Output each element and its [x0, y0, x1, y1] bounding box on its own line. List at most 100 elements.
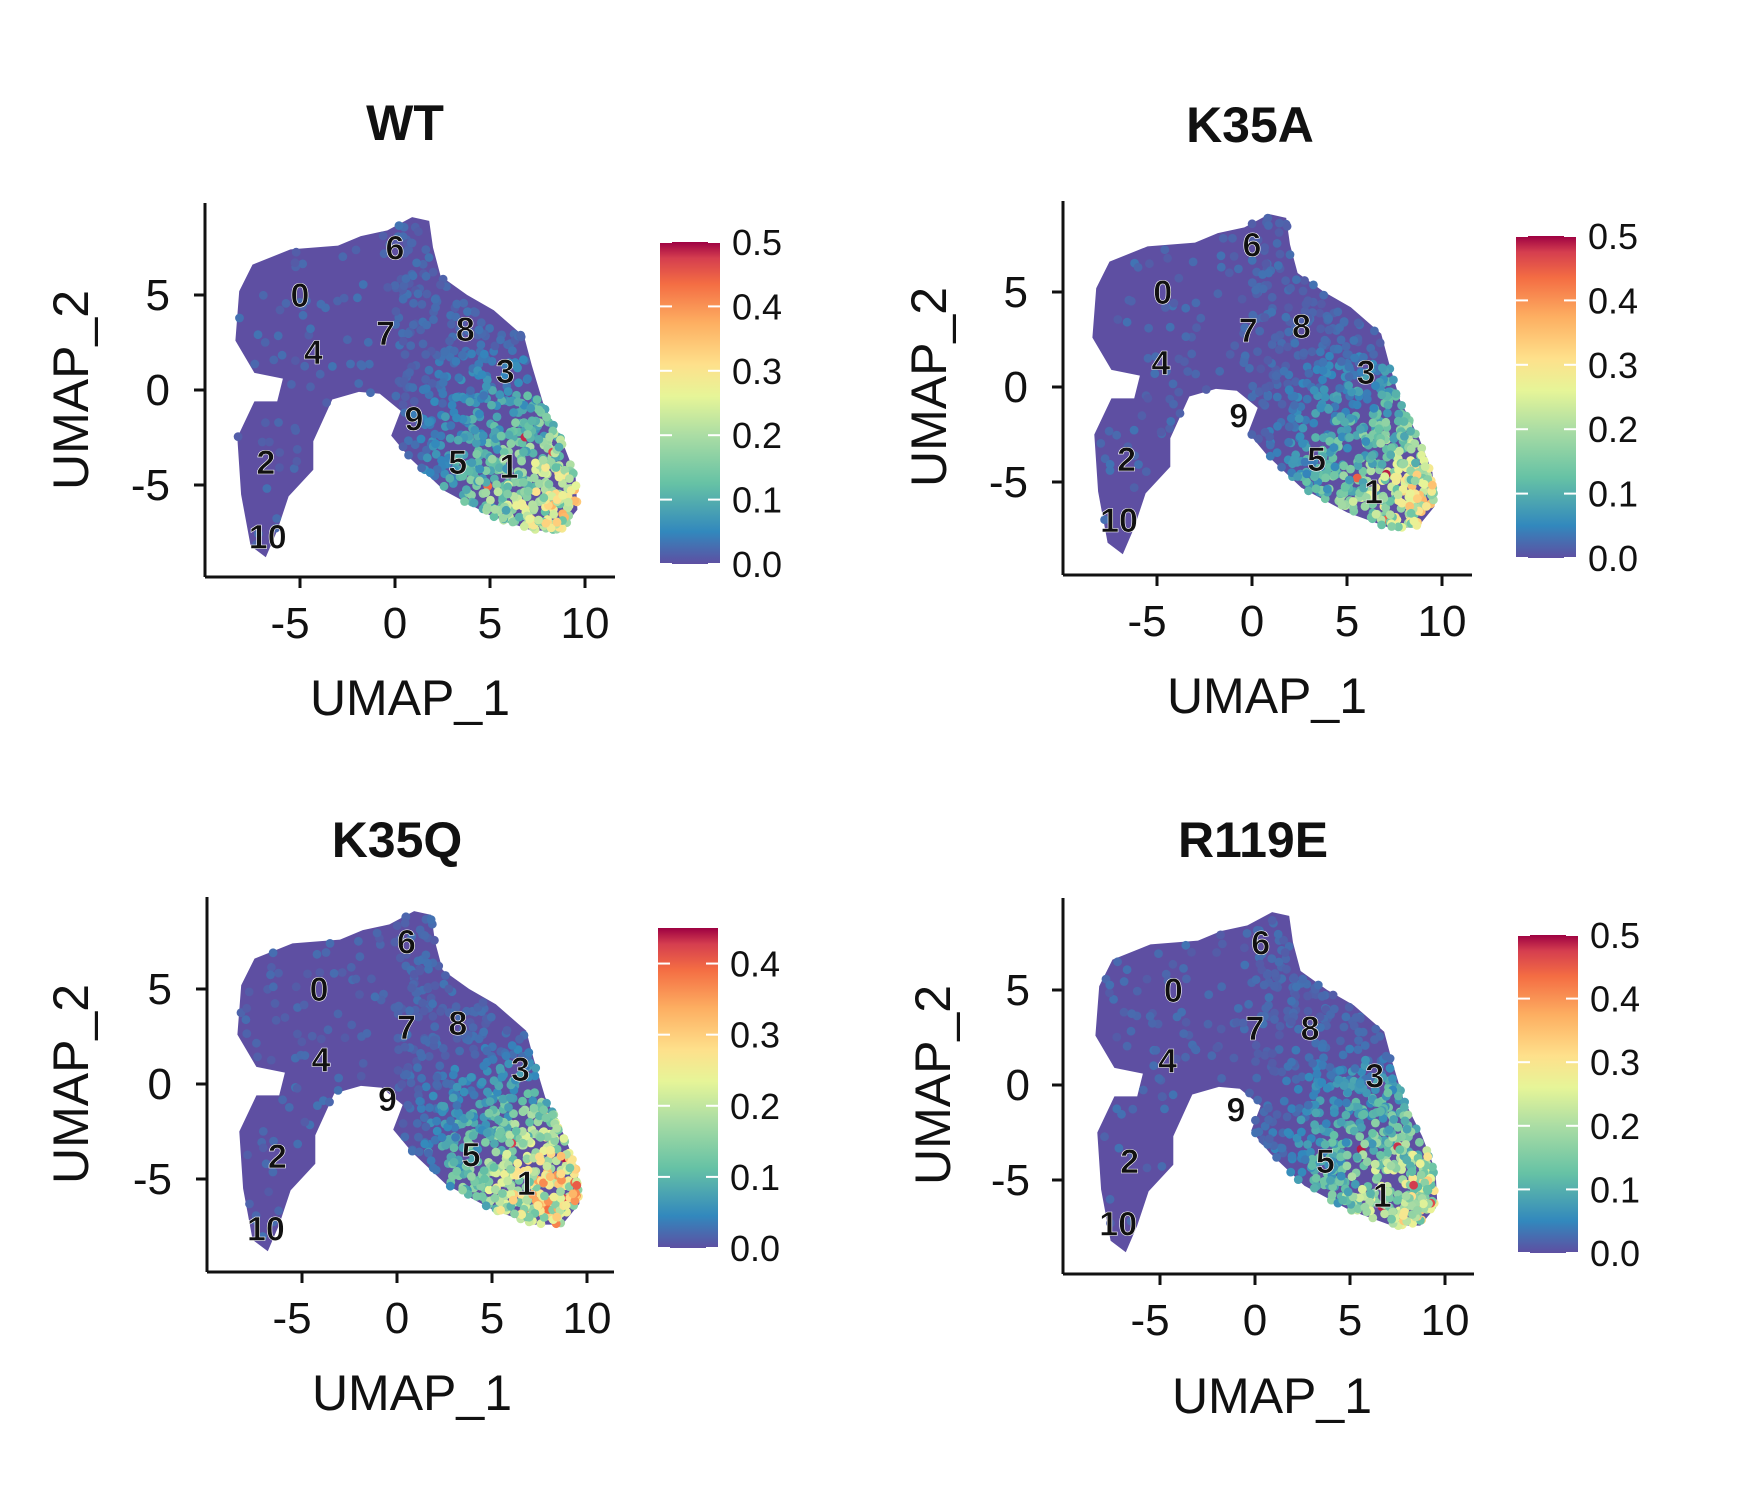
cell-point: [1279, 1096, 1289, 1106]
cell-point: [1383, 400, 1393, 410]
cell-point: [407, 238, 417, 248]
cell-point: [519, 522, 529, 531]
cell-point: [415, 966, 425, 976]
cell-point: [428, 1163, 438, 1173]
cell-point: [513, 1158, 523, 1168]
cell-point: [523, 486, 533, 496]
cell-point: [1285, 386, 1294, 395]
cell-point: [558, 490, 568, 500]
cell-point: [1247, 256, 1257, 265]
cell-point: [1371, 381, 1380, 391]
cell-point: [469, 1090, 479, 1100]
cell-point: [1377, 390, 1387, 400]
cell-point: [1130, 451, 1139, 460]
cell-point: [552, 517, 562, 527]
cell-point: [1399, 1102, 1409, 1112]
cell-point: [455, 324, 465, 334]
cell-point: [1143, 353, 1153, 363]
cell-point: [1218, 939, 1227, 949]
cell-point: [1259, 980, 1269, 990]
cell-point: [1333, 344, 1343, 354]
cluster-label: 5: [1316, 1143, 1335, 1181]
cell-point: [459, 298, 469, 308]
cell-point: [523, 1195, 532, 1205]
cell-point: [1384, 1125, 1394, 1135]
cell-point: [429, 315, 438, 324]
cell-point: [1275, 218, 1284, 228]
cell-point: [414, 227, 423, 237]
cell-point: [290, 258, 300, 268]
cell-point: [1360, 1202, 1370, 1212]
cell-point: [428, 1012, 438, 1021]
cell-point: [422, 320, 432, 330]
colorbar-tick-label: 0.5: [1588, 216, 1638, 257]
cell-point: [306, 382, 315, 392]
cell-point: [1281, 276, 1290, 286]
cell-point: [1361, 437, 1371, 446]
cell-point: [421, 950, 431, 960]
colorbar-ticks: 0.0 0.1 0.2 0.3 0.4 0.5: [1516, 216, 1638, 579]
cell-point: [425, 468, 435, 478]
cell-point: [391, 320, 400, 329]
cell-point: [1298, 286, 1308, 296]
colorbar-tick-label: 0.1: [1590, 1169, 1640, 1210]
cluster-label: 6: [1243, 227, 1262, 265]
cell-point: [1315, 1012, 1325, 1022]
cell-point: [1380, 1209, 1389, 1219]
cell-point: [462, 485, 471, 494]
colorbar-tick-label: 0.4: [1588, 280, 1638, 321]
y-tick-label: -5: [131, 461, 170, 510]
cell-point: [445, 1181, 455, 1191]
cell-point: [1320, 335, 1330, 345]
cell-point: [1336, 335, 1346, 345]
cell-point: [257, 437, 267, 447]
cell-point: [459, 1087, 469, 1097]
cell-point: [477, 370, 487, 379]
x-tick-label: -5: [270, 599, 309, 648]
cell-point: [552, 1124, 562, 1133]
cell-point: [505, 1138, 514, 1148]
cell-point: [450, 465, 459, 475]
cell-point: [1161, 303, 1170, 312]
cell-point: [391, 239, 401, 249]
y-tick-label: 0: [148, 1060, 172, 1109]
cell-point: [1187, 947, 1196, 957]
cell-point: [316, 1034, 326, 1044]
cell-point: [1181, 940, 1191, 950]
cell-point: [430, 397, 439, 406]
cell-point: [1370, 1159, 1380, 1169]
cell-point: [1420, 462, 1430, 471]
cell-point: [404, 450, 413, 460]
cell-point: [385, 240, 395, 249]
cell-point: [1161, 969, 1171, 979]
cell-point: [1318, 452, 1328, 462]
cell-point: [1381, 503, 1391, 513]
cluster-label: 6: [386, 230, 405, 268]
cell-point: [1142, 1163, 1152, 1173]
cell-point: [1402, 1124, 1412, 1134]
y-axis-title: UMAP_2: [43, 984, 99, 1184]
cell-point: [1263, 391, 1273, 401]
cell-point: [1304, 1072, 1314, 1082]
y-axis-ticks: 5 0 -5: [131, 271, 205, 510]
cell-point: [1389, 375, 1398, 385]
cell-point: [486, 495, 495, 505]
cell-point: [1284, 303, 1293, 312]
cell-point: [1248, 310, 1258, 320]
cell-point: [451, 312, 461, 322]
cell-point: [572, 1180, 582, 1190]
cell-point: [416, 1104, 426, 1113]
cell-point: [528, 1190, 537, 1199]
cell-point: [1122, 1041, 1132, 1051]
cell-point: [1151, 352, 1161, 362]
cell-point: [557, 1175, 566, 1185]
cell-point: [1256, 364, 1266, 374]
cell-point: [406, 341, 416, 350]
cell-point: [1242, 929, 1252, 938]
cell-point: [321, 948, 331, 957]
cell-point: [1397, 498, 1407, 508]
cell-point: [528, 448, 538, 458]
y-tick-label: 0: [1006, 1061, 1030, 1110]
cell-point: [1402, 1155, 1412, 1165]
cell-point: [479, 1027, 489, 1037]
